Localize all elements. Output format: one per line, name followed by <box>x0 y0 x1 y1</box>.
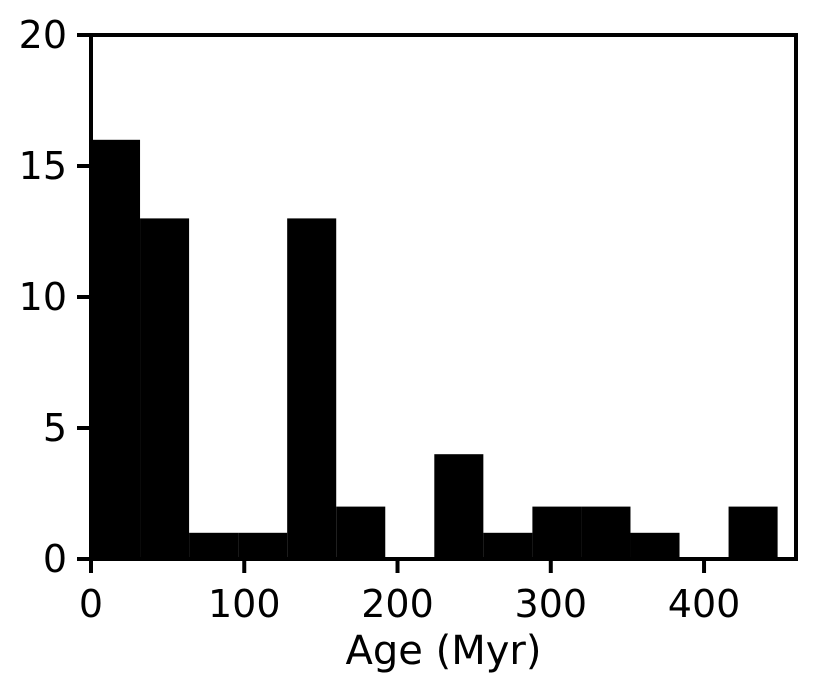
histogram-bar <box>238 532 288 559</box>
histogram-bar <box>336 506 386 559</box>
bars-group <box>91 139 778 560</box>
x-tick-label: 0 <box>79 582 103 626</box>
histogram-bar <box>91 139 141 560</box>
y-tick-label: 0 <box>43 537 67 581</box>
histogram-bar <box>532 506 582 559</box>
y-tick-label: 15 <box>19 144 67 188</box>
x-tick-label: 300 <box>515 582 588 626</box>
histogram-bar <box>728 506 778 559</box>
x-tick-label: 400 <box>668 582 741 626</box>
histogram-bar <box>581 506 631 559</box>
y-tick-label: 10 <box>19 275 67 319</box>
histogram-bar <box>630 532 680 559</box>
y-tick-label: 20 <box>19 13 67 57</box>
histogram-bar <box>483 532 533 559</box>
y-tick-label: 5 <box>43 406 67 450</box>
plot-frame <box>89 33 798 561</box>
histogram-bar <box>287 218 337 559</box>
x-tick-label: 200 <box>361 582 434 626</box>
histogram-bar <box>189 532 239 559</box>
ticks-group: 0 100 200 300 400 0 5 10 15 20 <box>19 13 741 626</box>
x-axis-label: Age (Myr) <box>346 628 542 674</box>
histogram-bar <box>140 218 190 559</box>
x-tick-label: 100 <box>208 582 281 626</box>
histogram-bar <box>434 454 484 559</box>
